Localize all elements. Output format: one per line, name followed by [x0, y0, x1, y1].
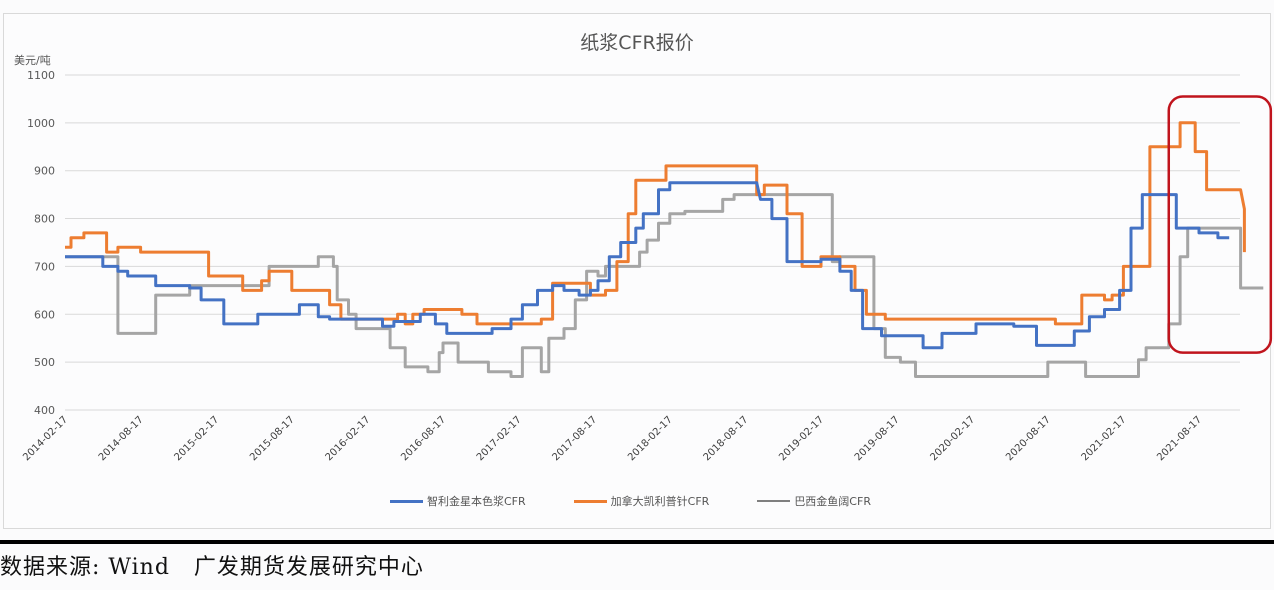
x-tick-label: 2017-02-17 [475, 414, 524, 463]
legend-item-canada: 加拿大凯利普针CFR [573, 493, 710, 509]
x-tick-label: 2020-08-17 [1004, 414, 1053, 463]
divider-rule [0, 540, 1274, 544]
chart-frame [3, 13, 1271, 529]
legend-swatch-gray [757, 500, 791, 502]
series-line [65, 181, 1230, 350]
x-tick-label: 2017-08-17 [550, 414, 599, 463]
x-tick-label: 2021-02-17 [1080, 414, 1129, 463]
x-tick-label: 2015-08-17 [248, 414, 297, 463]
series-line [65, 121, 1246, 326]
chart-title: 纸浆CFR报价 [580, 32, 694, 54]
legend-label: 加拿大凯利普针CFR [610, 495, 710, 508]
x-tick-label: 2014-02-17 [21, 414, 70, 463]
legend-swatch-blue [390, 499, 423, 503]
y-tick-label: 500 [34, 356, 55, 369]
x-tick-label: 2016-02-17 [324, 414, 373, 463]
source-caption: 数据来源: Wind 广发期货发展研究中心 [0, 555, 424, 580]
legend-label: 智利金星本色浆CFR [427, 495, 526, 508]
legend-item-brazil: 巴西金鱼阔CFR [757, 493, 871, 509]
y-tick-label: 1000 [27, 117, 55, 130]
y-axis-unit-label: 美元/吨 [14, 54, 51, 67]
series-line [65, 193, 1264, 378]
y-tick-label: 900 [34, 165, 55, 178]
x-tick-label: 2016-08-17 [399, 414, 448, 463]
x-tick-label: 2021-08-17 [1155, 414, 1204, 463]
chart-legend: 智利金星本色浆CFR 加拿大凯利普针CFR 巴西金鱼阔CFR [390, 493, 871, 509]
legend-item-chile: 智利金星本色浆CFR [390, 493, 526, 509]
x-tick-label: 2019-08-17 [853, 414, 902, 463]
x-tick-label: 2020-02-17 [928, 414, 977, 463]
x-tick-label: 2018-02-17 [626, 414, 675, 463]
highlight-box [1167, 95, 1273, 354]
x-tick-label: 2014-08-17 [97, 414, 146, 463]
x-tick-label: 2019-02-17 [777, 414, 826, 463]
x-tick-label: 2015-02-17 [172, 414, 221, 463]
y-tick-label: 600 [34, 308, 55, 321]
y-tick-label: 700 [34, 260, 55, 273]
legend-label: 巴西金鱼阔CFR [794, 495, 871, 508]
y-tick-label: 1100 [27, 69, 55, 82]
chart-plot-area: 400 500 600 700 800 900 1000 1100 2014-02-17 2014… [21, 69, 1273, 463]
x-tick-label: 2018-08-17 [702, 414, 751, 463]
y-tick-label: 400 [34, 404, 55, 417]
y-tick-label: 800 [34, 213, 55, 226]
legend-swatch-orange [573, 499, 607, 503]
